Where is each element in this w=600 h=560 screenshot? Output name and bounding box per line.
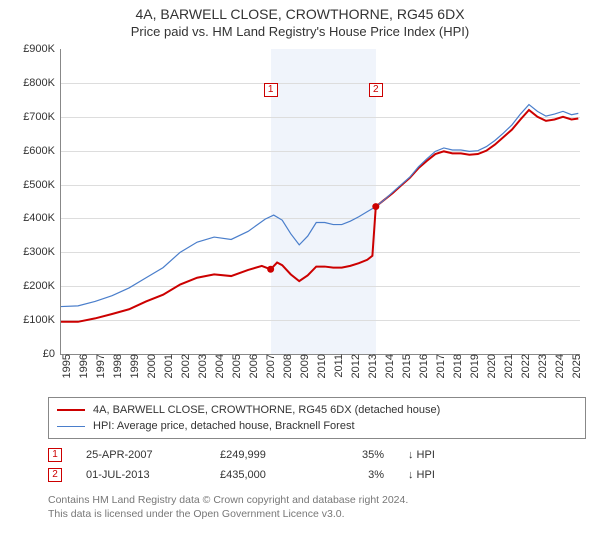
series-hpi — [61, 105, 578, 307]
x-axis-label: 2008 — [278, 354, 294, 378]
copyright-footer: Contains HM Land Registry data © Crown c… — [48, 493, 586, 521]
x-axis-label: 2025 — [567, 354, 583, 378]
sale-price: £435,000 — [220, 469, 310, 481]
legend-item: HPI: Average price, detached house, Brac… — [57, 418, 577, 434]
sale-pct: 3% — [334, 469, 384, 481]
sale-pct: 35% — [334, 449, 384, 461]
sale-price: £249,999 — [220, 449, 310, 461]
legend: 4A, BARWELL CLOSE, CROWTHORNE, RG45 6DX … — [48, 397, 586, 439]
x-axis-label: 2022 — [516, 354, 532, 378]
x-axis-label: 2002 — [176, 354, 192, 378]
x-axis-label: 2013 — [363, 354, 379, 378]
x-axis-label: 2007 — [261, 354, 277, 378]
legend-swatch — [57, 426, 85, 427]
legend-item: 4A, BARWELL CLOSE, CROWTHORNE, RG45 6DX … — [57, 402, 577, 418]
x-axis-label: 2024 — [550, 354, 566, 378]
chart-lines — [61, 49, 580, 354]
x-axis-label: 1996 — [74, 354, 90, 378]
x-axis-label: 2021 — [499, 354, 515, 378]
y-axis-label: £800K — [23, 77, 61, 89]
x-axis-label: 2009 — [295, 354, 311, 378]
x-axis-label: 2014 — [380, 354, 396, 378]
sale-point — [372, 203, 379, 210]
x-axis-label: 2001 — [159, 354, 175, 378]
sale-compare: ↓ HPI — [408, 449, 468, 461]
x-axis-label: 1999 — [125, 354, 141, 378]
x-axis-label: 2011 — [329, 354, 345, 378]
x-axis-label: 2015 — [397, 354, 413, 378]
x-axis-label: 2010 — [312, 354, 328, 378]
footer-line: This data is licensed under the Open Gov… — [48, 507, 586, 521]
series-property — [61, 110, 578, 322]
x-axis-label: 2019 — [465, 354, 481, 378]
sale-date: 25-APR-2007 — [86, 449, 196, 461]
sale-row: 2 01-JUL-2013 £435,000 3% ↓ HPI — [48, 465, 586, 485]
sales-table: 1 25-APR-2007 £249,999 35% ↓ HPI 2 01-JUL-2013… — [48, 445, 586, 485]
legend-label: 4A, BARWELL CLOSE, CROWTHORNE, RG45 6DX … — [93, 404, 440, 416]
sale-marker: 2 — [369, 83, 383, 97]
sale-marker-ref: 1 — [48, 448, 62, 462]
x-axis-label: 2018 — [448, 354, 464, 378]
footer-line: Contains HM Land Registry data © Crown c… — [48, 493, 586, 507]
legend-swatch — [57, 409, 85, 411]
y-axis-label: £700K — [23, 111, 61, 123]
sale-marker-ref: 2 — [48, 468, 62, 482]
legend-label: HPI: Average price, detached house, Brac… — [93, 420, 355, 432]
x-axis-label: 1998 — [108, 354, 124, 378]
x-axis-label: 1997 — [91, 354, 107, 378]
price-chart: £0£100K£200K£300K£400K£500K£600K£700K£80… — [10, 49, 586, 389]
page-subtitle: Price paid vs. HM Land Registry's House … — [0, 24, 600, 39]
y-axis-label: £900K — [23, 43, 61, 55]
x-axis-label: 2006 — [244, 354, 260, 378]
x-axis-label: 2005 — [227, 354, 243, 378]
x-axis-label: 2016 — [414, 354, 430, 378]
y-axis-label: £400K — [23, 212, 61, 224]
x-axis-label: 2017 — [431, 354, 447, 378]
x-axis-label: 2004 — [210, 354, 226, 378]
x-axis-label: 2020 — [482, 354, 498, 378]
x-axis-label: 2003 — [193, 354, 209, 378]
sale-point — [267, 266, 274, 273]
x-axis-label: 2012 — [346, 354, 362, 378]
y-axis-label: £600K — [23, 145, 61, 157]
sale-marker: 1 — [264, 83, 278, 97]
sale-date: 01-JUL-2013 — [86, 469, 196, 481]
sale-row: 1 25-APR-2007 £249,999 35% ↓ HPI — [48, 445, 586, 465]
y-axis-label: £300K — [23, 246, 61, 258]
y-axis-label: £100K — [23, 314, 61, 326]
y-axis-label: £200K — [23, 280, 61, 292]
x-axis-label: 2023 — [533, 354, 549, 378]
x-axis-label: 2000 — [142, 354, 158, 378]
x-axis-label: 1995 — [57, 354, 73, 378]
y-axis-label: £500K — [23, 179, 61, 191]
sale-compare: ↓ HPI — [408, 469, 468, 481]
page-title: 4A, BARWELL CLOSE, CROWTHORNE, RG45 6DX — [0, 6, 600, 22]
